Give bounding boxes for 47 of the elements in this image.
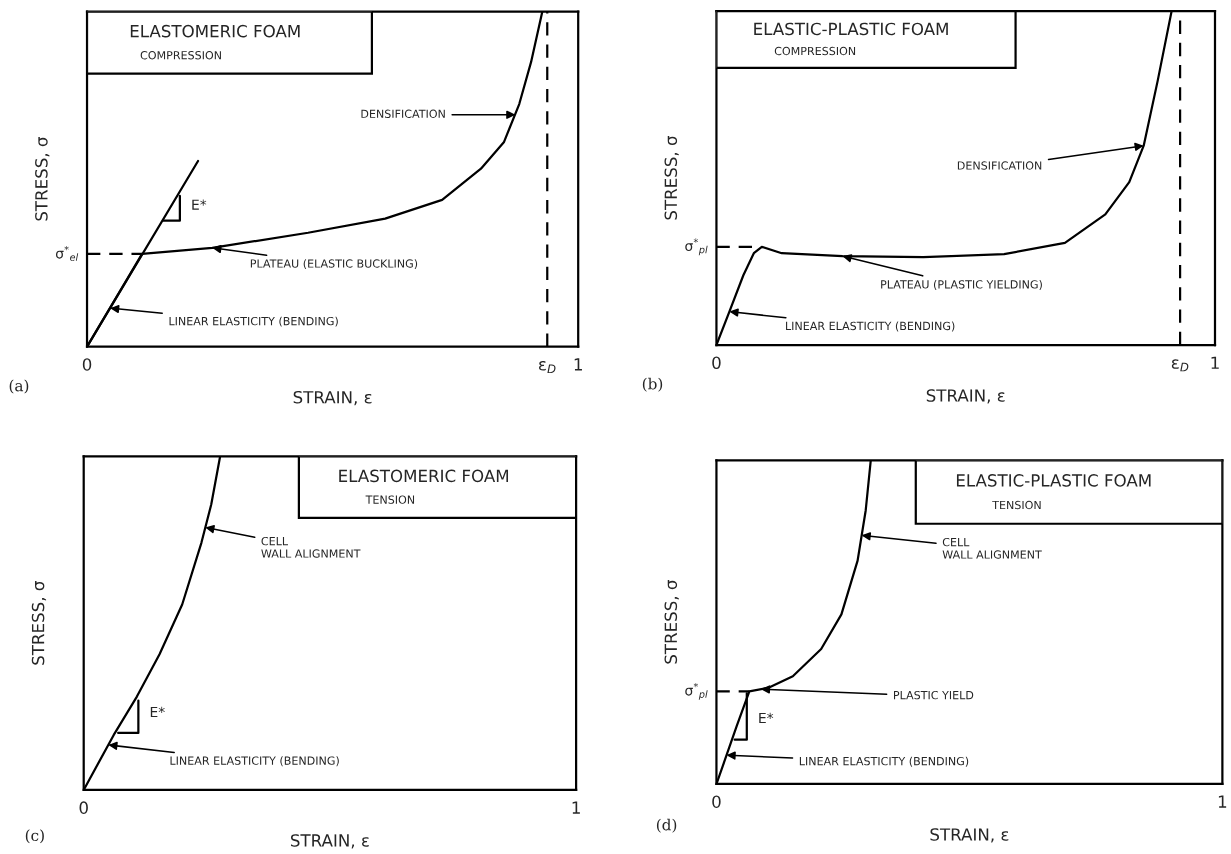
annotation: CELL WALL ALIGNMENT [261,536,361,558]
text: ELASTIC-PLASTIC FOAM [754,22,948,36]
annotation: LINEAR ELASTICITY (BENDING) [169,316,338,327]
x-tick-label: ε$_{D}$ [1171,359,1189,372]
annotation: E* [150,706,165,718]
annotation: σ$^{*}$$_{el}$ [55,245,79,261]
x-tick-label: 0 [712,795,721,808]
text: (a) [9,379,29,394]
annotation: E* [759,712,774,724]
text: COMPRESSION [140,51,221,60]
y-axis-title: STRESS, σ [664,580,679,664]
text: (d) [656,818,677,833]
annotation: PLATEAU (PLASTIC YIELDING) [881,280,1042,290]
text: ELASTOMERIC FOAM [339,469,509,483]
annotation: σ$^{*}$$_{pl}$ [685,682,708,700]
annotation: LINEAR ELASTICITY (BENDING) [799,756,969,767]
annotation: PLATEAU (ELASTIC BUCKLING) [250,259,418,270]
x-tick-label: 0 [712,356,721,370]
text: (c) [25,829,44,844]
x-axis-title: STRAIN, ε [930,828,1009,843]
x-tick-label: 1 [1218,795,1227,808]
annotation: DENSIFICATION [957,161,1042,170]
x-axis-title: STRAIN, ε [293,390,372,406]
annotation: σ$^{*}$$_{pl}$ [685,238,708,256]
annotation: LINEAR ELASTICITY (BENDING) [170,756,339,767]
y-axis-title: STRESS, σ [664,135,679,220]
text: TENSION [992,500,1041,510]
text: ELASTOMERIC FOAM [130,24,300,38]
y-axis-title: STRESS, σ [35,137,50,221]
annotation: PLASTIC YIELD [894,690,974,700]
x-tick-label: 1 [572,801,580,814]
x-tick-label: ε$_{D}$ [539,361,556,374]
y-axis-title: STRESS, σ [31,581,47,665]
text: ELASTIC-PLASTIC FOAM [956,474,1151,487]
annotation: E* [192,199,207,210]
x-tick-label: 0 [82,358,92,371]
x-axis-title: STRAIN, ε [926,389,1005,404]
text: COMPRESSION [774,46,856,56]
annotation: LINEAR ELASTICITY (BENDING) [786,321,955,332]
x-tick-label: 0 [79,801,88,814]
annotation: CELL WALL ALIGNMENT [942,537,1042,559]
x-tick-label: 1 [574,358,582,371]
annotation: DENSIFICATION [361,109,445,118]
x-axis-title: STRAIN, ε [290,834,369,849]
text: (b) [642,377,663,392]
x-tick-label: 1 [1211,356,1219,369]
text: TENSION [365,495,415,504]
